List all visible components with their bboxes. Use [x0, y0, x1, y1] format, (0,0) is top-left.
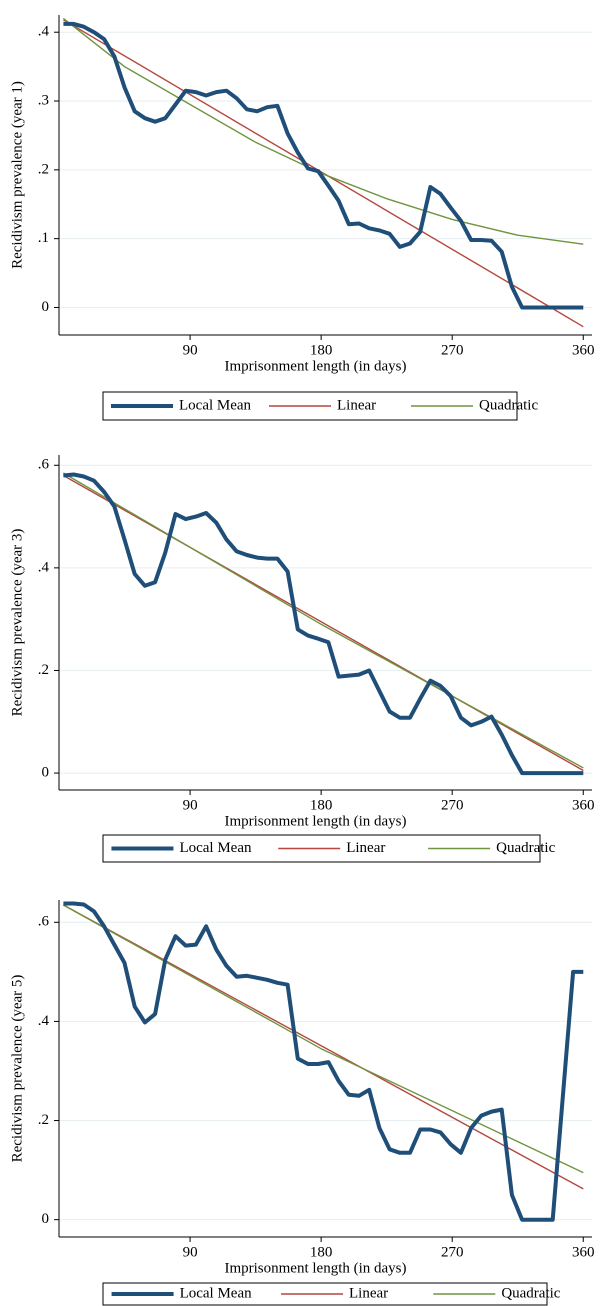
series-line	[63, 472, 584, 769]
legend-label: Quadratic	[501, 1285, 560, 1301]
x-tick-label: 360	[572, 797, 595, 813]
x-axis-label: Imprisonment length (in days)	[224, 813, 406, 829]
series-line	[63, 901, 584, 1222]
x-tick-label: 90	[183, 1244, 198, 1260]
x-tick-label: 270	[441, 1244, 464, 1260]
x-tick-label: 360	[572, 1244, 595, 1260]
series-line	[63, 472, 584, 776]
x-tick-label: 270	[441, 797, 464, 813]
series-line	[63, 474, 584, 772]
legend-label: Quadratic	[479, 397, 538, 413]
y-tick-label: 0	[42, 765, 50, 781]
x-tick-label: 270	[441, 342, 464, 358]
x-axis-label: Imprisonment length (in days)	[224, 358, 406, 374]
y-axis-label: Recidivism prevalence (year 1)	[9, 81, 25, 269]
y-tick-label: .6	[38, 914, 50, 930]
y-axis-label: Recidivism prevalence (year 5)	[9, 975, 25, 1163]
y-tick-label: .6	[38, 457, 50, 473]
y-tick-label: .4	[38, 1013, 50, 1029]
y-tick-label: .4	[38, 24, 50, 40]
x-tick-label: 180	[310, 342, 333, 358]
legend-label: Local Mean	[180, 1285, 253, 1301]
y-tick-label: .2	[38, 662, 49, 678]
y-tick-label: .2	[38, 161, 49, 177]
legend-label: Quadratic	[496, 840, 555, 856]
series-line	[63, 21, 584, 310]
x-tick-label: 90	[183, 342, 198, 358]
series-line	[63, 19, 584, 328]
legend-label: Linear	[349, 1285, 388, 1301]
y-axis-label: Recidivism prevalence (year 3)	[9, 529, 25, 717]
x-tick-label: 90	[183, 797, 198, 813]
y-tick-label: .1	[38, 230, 49, 246]
y-tick-label: 0	[42, 1211, 50, 1227]
legend-label: Local Mean	[179, 840, 252, 856]
x-tick-label: 180	[310, 1244, 333, 1260]
series-line	[62, 17, 584, 245]
y-tick-label: .4	[38, 559, 50, 575]
x-tick-label: 360	[572, 342, 595, 358]
x-tick-label: 180	[310, 797, 333, 813]
series-line	[63, 904, 584, 1190]
legend-label: Linear	[346, 840, 385, 856]
x-axis-label: Imprisonment length (in days)	[224, 1260, 406, 1276]
legend-label: Linear	[337, 397, 376, 413]
y-tick-label: 0	[42, 299, 50, 315]
series-line	[63, 904, 584, 1174]
y-tick-label: .2	[38, 1112, 49, 1128]
legend-label: Local Mean	[179, 397, 252, 413]
y-tick-label: .3	[38, 92, 49, 108]
